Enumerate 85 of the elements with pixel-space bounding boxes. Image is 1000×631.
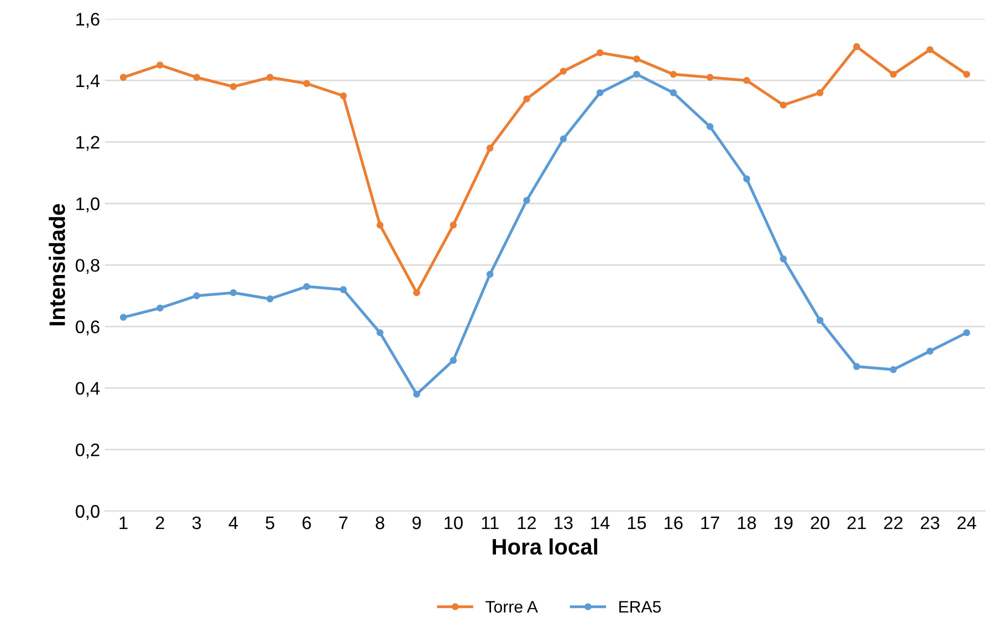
point	[743, 175, 750, 182]
x-tick-label: 23	[920, 516, 940, 530]
y-tick-label: 0,8	[76, 258, 100, 274]
point	[523, 95, 530, 102]
x-tick-label: 16	[664, 516, 683, 530]
y-tick-label: 1,4	[76, 74, 100, 90]
y-tick-label: 0,4	[76, 382, 100, 397]
point	[486, 270, 494, 278]
y-tick-label: 0,0	[76, 505, 100, 520]
x-tick-label: 15	[628, 516, 646, 530]
point	[596, 89, 604, 96]
point	[926, 46, 934, 54]
point	[670, 89, 677, 96]
x-tick-label: 18	[738, 516, 756, 530]
point	[890, 366, 897, 374]
point	[816, 89, 824, 96]
point	[230, 289, 237, 296]
x-tick-label: 4	[228, 516, 238, 530]
point	[376, 329, 384, 336]
point	[193, 292, 200, 300]
x-tick-label: 21	[848, 516, 866, 530]
point	[340, 92, 347, 100]
point	[853, 43, 860, 50]
x-tick-label: 12	[518, 516, 536, 530]
x-tick-label: 17	[701, 516, 720, 530]
x-tick-label: 6	[302, 516, 311, 530]
point	[560, 68, 567, 75]
y-axis-title: Intensidade	[48, 204, 66, 326]
point	[853, 363, 860, 370]
point	[963, 70, 970, 78]
point	[413, 289, 420, 296]
x-tick-label: 10	[444, 516, 463, 530]
x-tick-label: 24	[958, 516, 976, 530]
x-tick-label: 1	[120, 516, 128, 530]
point	[376, 222, 384, 229]
point	[633, 70, 640, 78]
point	[743, 76, 750, 84]
y-tick-label: 1,2	[76, 136, 100, 151]
legend-label: Torre A	[486, 601, 538, 613]
point	[120, 74, 127, 81]
point	[156, 62, 164, 69]
point	[596, 49, 604, 56]
x-tick-label: 13	[554, 516, 573, 530]
point	[890, 70, 897, 78]
point	[780, 255, 787, 262]
x-tick-label: 14	[591, 516, 610, 530]
point	[340, 286, 347, 294]
point	[706, 123, 714, 130]
point	[706, 74, 714, 81]
point	[230, 83, 237, 90]
point	[670, 70, 677, 78]
point	[413, 390, 420, 398]
point	[120, 314, 127, 321]
x-tick-label: 7	[339, 516, 348, 530]
x-tick-label: 5	[266, 516, 274, 530]
x-tick-label: 2	[156, 516, 164, 530]
legend-label: ERA5	[619, 601, 661, 613]
y-tick-label: 1,6	[76, 12, 100, 28]
y-tick-label: 0,2	[76, 444, 100, 458]
x-tick-label: 8	[376, 516, 384, 530]
point	[450, 356, 457, 364]
x-tick-label: 20	[810, 516, 830, 530]
point	[266, 295, 274, 302]
point	[523, 196, 530, 204]
point	[926, 348, 934, 355]
point	[816, 316, 824, 324]
point	[963, 329, 970, 336]
x-tick-label: 22	[884, 516, 902, 530]
point	[780, 102, 787, 109]
point	[193, 74, 200, 81]
point	[486, 144, 494, 152]
x-tick-label: 11	[482, 516, 498, 530]
x-axis-title: Hora local	[492, 538, 598, 555]
y-tick-label: 0,6	[76, 320, 100, 336]
x-tick-label: 9	[412, 516, 421, 530]
y-tick-label: 1,0	[76, 197, 100, 212]
point	[266, 74, 274, 81]
point	[303, 80, 310, 87]
point	[303, 283, 310, 290]
x-tick-label: 19	[774, 516, 793, 530]
x-tick-label: 3	[192, 516, 201, 530]
point	[156, 304, 164, 312]
point	[450, 222, 457, 229]
point	[560, 135, 567, 142]
point	[633, 55, 640, 62]
